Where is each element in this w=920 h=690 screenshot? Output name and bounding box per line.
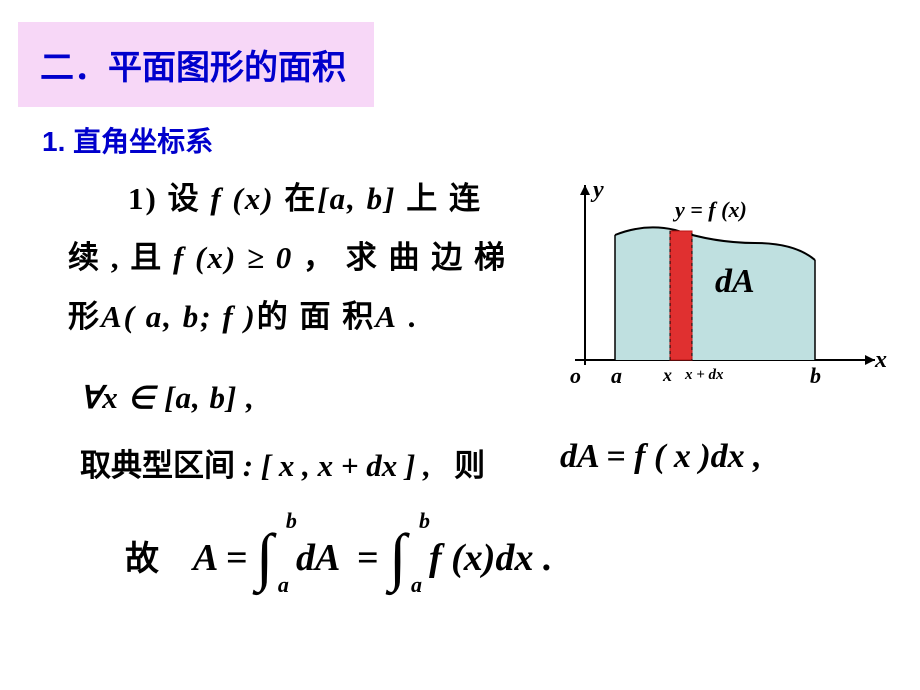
integral-2: ∫ a b bbox=[389, 520, 407, 579]
problem-line-3: 形A( a, b; f )的 面 积A . bbox=[68, 288, 568, 347]
curvilinear-trapezoid-graph: y x o a x x + dx b y = f (x) dA bbox=[555, 175, 895, 395]
conclusion-line: 故 A = ∫ a b dA = ∫ a b f (x)dx . bbox=[125, 520, 552, 580]
problem-line-1: 1) 设 f (x) 在[a, b] 上 连 bbox=[68, 170, 568, 229]
math-Aabf: A( a, b; f ) bbox=[101, 299, 257, 334]
problem-line-2: 续 , 且 f (x) ≥ 0 ， 求 曲 边 梯 bbox=[68, 229, 568, 288]
origin-label: o bbox=[570, 363, 581, 389]
b-label: b bbox=[810, 363, 821, 389]
integral-1: ∫ a b bbox=[256, 520, 274, 579]
section-title-box: 二．平面图形的面积 bbox=[18, 22, 374, 107]
subsection-title: 1. 直角坐标系 bbox=[42, 120, 213, 160]
curve-label: y = f (x) bbox=[675, 197, 747, 223]
problem-text: 1) 设 f (x) 在[a, b] 上 连 续 , 且 f (x) ≥ 0 ，… bbox=[68, 170, 568, 347]
a-label: a bbox=[611, 363, 622, 389]
x-arrow bbox=[865, 355, 875, 365]
math-ab: [a, b] bbox=[317, 181, 396, 216]
y-label: y bbox=[593, 177, 604, 204]
section-title: 二．平面图形的面积 bbox=[40, 49, 346, 87]
quantifier-line: ∀x ∈ [a, b] , bbox=[80, 380, 255, 416]
x-label: x bbox=[875, 347, 887, 374]
math-fx: f (x) bbox=[210, 181, 274, 216]
math-cond: f (x) ≥ 0 bbox=[173, 240, 293, 275]
x-tick-label: x bbox=[663, 365, 672, 386]
math-A: A bbox=[375, 299, 398, 334]
xdx-tick-label: x + dx bbox=[685, 367, 724, 384]
differential-equation: dA = f ( x )dx , bbox=[560, 438, 762, 476]
dA-label: dA bbox=[715, 263, 755, 301]
typical-interval-line: 取典型区间 : [ x , x + dx ] , 则 bbox=[80, 440, 485, 485]
y-arrow bbox=[580, 185, 590, 195]
integral-symbol: ∫ bbox=[256, 528, 274, 586]
differential-slice bbox=[670, 231, 692, 360]
integral-symbol: ∫ bbox=[389, 528, 407, 586]
